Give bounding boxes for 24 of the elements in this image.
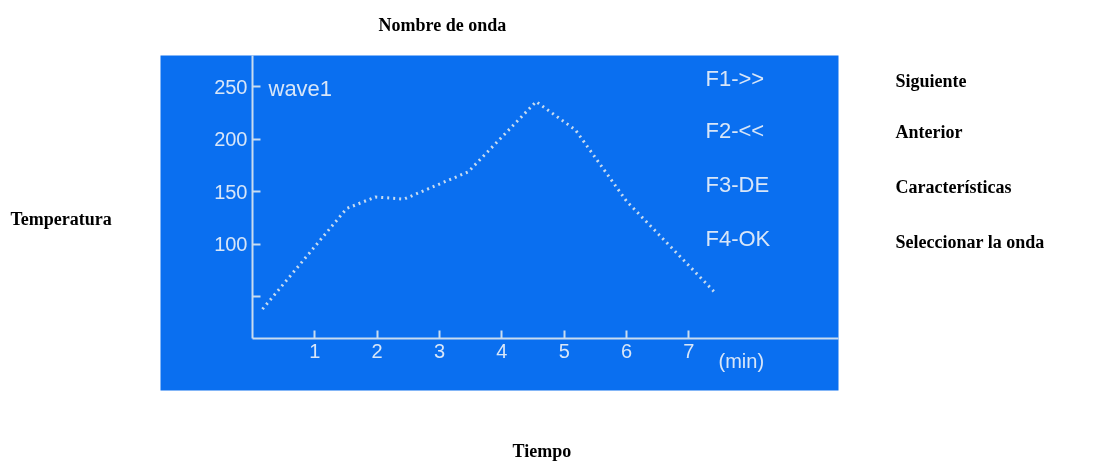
annotation: F3-DE xyxy=(705,172,770,197)
text: Temperatura xyxy=(10,208,112,229)
x-tick-label: 1 xyxy=(309,339,321,362)
x-tick-label: 6 xyxy=(620,339,633,362)
x-tick-label: 4 xyxy=(496,339,508,362)
text: Seleccionar la onda xyxy=(895,231,1045,252)
y-tick-label: 250 xyxy=(214,75,248,98)
y-tick-label: 100 xyxy=(214,233,248,256)
text: Tiempo xyxy=(512,440,572,461)
text: Siguiente xyxy=(895,70,967,91)
annotation: F2-<< xyxy=(705,118,765,143)
x-tick-label: 7 xyxy=(683,339,695,362)
y-tick-label: 150 xyxy=(214,180,248,203)
x-axis-title: (min) xyxy=(718,349,765,372)
y-tick-label: 200 xyxy=(214,128,248,151)
annotation: F4-OK xyxy=(705,226,771,251)
x-tick-label: 2 xyxy=(371,339,383,362)
x-tick-label: 5 xyxy=(558,339,570,362)
x-tick-label: 3 xyxy=(433,339,446,362)
text: wave1 xyxy=(267,76,333,101)
text: Nombre de onda xyxy=(378,14,507,35)
text: Anterior xyxy=(895,121,963,142)
annotation: F1->> xyxy=(705,66,765,91)
text: Características xyxy=(895,176,1012,197)
